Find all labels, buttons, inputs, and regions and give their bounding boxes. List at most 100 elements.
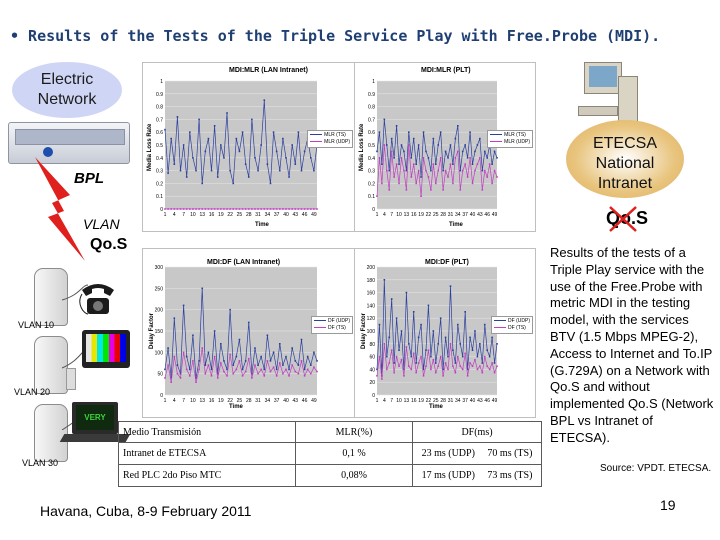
data-point [432,163,435,165]
data-point [483,355,486,358]
data-point [388,362,391,364]
data-point [395,125,398,127]
data-point [170,381,173,383]
data-point [316,370,318,373]
data-point [432,137,435,140]
data-point [254,347,256,349]
data-point [486,365,489,367]
data-point [223,370,225,373]
data-point [493,150,496,153]
data-point [241,131,244,133]
data-point [393,371,395,374]
data-point [272,366,275,369]
chart-plot: 00.10.20.30.40.50.60.70.80.911 4 7 10 13 16 19… [156,79,318,218]
y-tick-label: 0.9 [156,92,163,98]
data-point [425,365,427,367]
data-point [254,208,256,210]
table-cell: 17 ms (UDP) 73 ms (TS) [412,464,542,487]
data-point [474,150,476,153]
x-tick-label: 19 [418,212,424,218]
page-number: 19 [660,497,676,513]
chart-mlr-plt: 0 0.1 0.2 0.3 0.4 0.5 0.6 0.7 0.8 0.9 1 1 4 7 10 13 16 19… [354,62,536,232]
data-point [216,176,219,178]
data-point [223,360,225,362]
data-point [247,357,250,360]
x-tick-label: 19 [218,398,224,404]
data-point [447,355,449,358]
data-point [378,131,381,133]
data-point [282,364,284,366]
data-point [278,169,281,172]
data-point [269,208,272,210]
data-point [226,112,228,114]
data-point [410,176,413,178]
data-point [251,208,253,210]
data-point [430,368,432,371]
data-point [388,189,391,191]
data-point [488,163,491,165]
data-point [496,343,498,345]
data-point [272,131,275,133]
x-tick-label: 7 [182,212,185,218]
data-point [422,375,425,377]
legend-label: MLR (UDP) [504,138,530,145]
data-point [476,355,479,358]
data-point [464,311,466,313]
x-tick-label: 1 [164,398,167,404]
y-tick-label: 1 [160,79,163,85]
data-point [288,375,290,377]
x-tick-label: 22 [426,212,432,218]
chart-df-lan: 0 50 100 150 200 250 300 1 4 7 10 13 16 19 22 25 28 31 34 3… [142,248,356,418]
data-point [204,208,207,210]
x-tick-label: 28 [246,398,252,404]
data-point [294,208,297,210]
data-point [176,364,179,366]
table-cell: 0,1 % [295,442,413,465]
data-point [309,157,312,159]
x-tick-label: 4 [383,398,386,404]
legend-swatch [494,319,507,321]
data-point [257,208,259,210]
data-point [300,338,303,341]
data-point [316,208,318,210]
y-tick-label: 0.6 [368,130,375,136]
x-tick-label: 43 [477,212,483,218]
data-point [185,355,188,358]
data-point [220,362,222,364]
x-tick-label: 10 [396,398,402,404]
data-point [269,360,272,362]
x-tick-label: 19 [218,212,224,218]
data-point [491,362,493,364]
data-point [260,368,262,371]
data-point [488,355,491,358]
x-tick-label: 43 [477,398,483,404]
data-point [461,150,464,153]
data-point [182,208,185,210]
data-point [481,371,484,374]
results-table: Medio Transmisión MLR(%) DF(ms) Intranet… [118,421,542,487]
data-point [452,163,454,165]
data-point [173,355,176,358]
data-point [309,364,312,366]
data-point [444,362,447,364]
data-point [213,208,216,210]
data-point [479,137,481,140]
data-point [306,208,309,210]
electric-network-cloud: Electric Network [12,62,122,118]
y-tick-label: 0 [160,393,163,399]
data-point [297,372,300,375]
data-point [164,377,166,379]
x-tick-label: 10 [190,212,196,218]
data-point [383,343,386,345]
y-tick-label: 0.7 [368,117,375,123]
x-tick-label: 1 [164,212,167,218]
data-point [278,208,281,210]
data-point [390,349,393,351]
data-point [400,157,403,159]
data-point [182,144,185,146]
data-point [464,163,466,165]
data-point [449,144,452,146]
x-tick-label: 40 [283,398,289,404]
data-point [185,208,188,210]
data-point [229,208,231,210]
